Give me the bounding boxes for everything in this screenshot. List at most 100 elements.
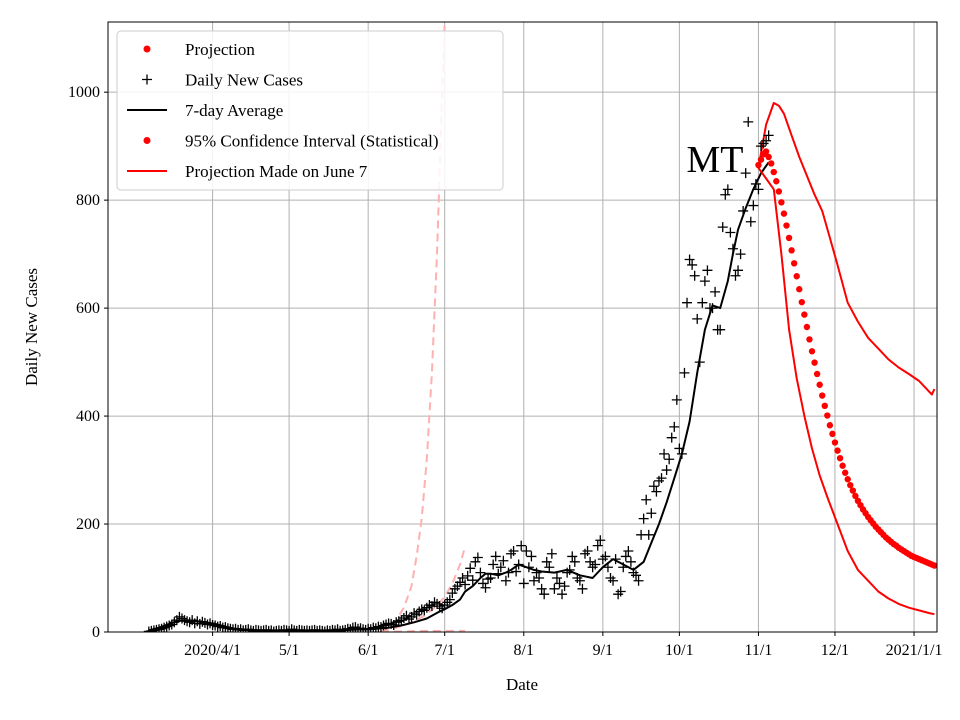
data-point <box>424 600 435 611</box>
legend-marker-plus <box>142 74 152 85</box>
data-point <box>156 623 167 632</box>
data-point <box>393 616 404 627</box>
data-point <box>692 313 703 324</box>
projection-point <box>834 447 841 454</box>
data-point <box>546 548 557 559</box>
data-point <box>608 575 619 586</box>
data-point <box>717 222 728 233</box>
data-point <box>467 575 478 586</box>
data-point <box>661 465 672 476</box>
x-tick-label: 9/1 <box>593 642 613 659</box>
y-tick-label: 1000 <box>68 84 100 101</box>
data-point <box>182 616 193 627</box>
data-point <box>159 622 170 632</box>
data-point <box>169 617 180 628</box>
data-point <box>748 200 759 211</box>
data-point <box>184 617 195 628</box>
data-point <box>679 367 690 378</box>
data-point <box>585 556 596 567</box>
series-projection <box>755 148 937 569</box>
data-point <box>689 270 700 281</box>
projection-point <box>829 430 836 438</box>
axes-frame <box>107 21 938 633</box>
projection-point <box>852 492 859 500</box>
projection-point <box>813 370 821 378</box>
data-point <box>651 486 662 497</box>
projection-point <box>806 336 813 343</box>
data-point <box>539 589 550 600</box>
data-point <box>633 575 644 586</box>
data-point <box>567 551 578 562</box>
legend: Projection Daily New Cases 7-day Average 95… <box>116 30 504 191</box>
data-point <box>516 540 527 551</box>
data-point <box>197 616 208 627</box>
legend-marker-dot <box>143 45 151 53</box>
series-line <box>757 167 935 616</box>
data-point <box>623 546 634 557</box>
data-point <box>549 583 560 594</box>
data-point <box>432 598 443 609</box>
projection-point <box>844 476 851 483</box>
projection-point <box>773 178 780 185</box>
x-tick-label: 6/1 <box>358 642 378 659</box>
data-point <box>574 575 585 586</box>
data-point <box>733 265 744 276</box>
data-point <box>763 130 774 141</box>
legend-label: 7-day Average <box>185 101 283 120</box>
data-point <box>590 559 601 570</box>
y-tick-label: 800 <box>76 192 100 209</box>
data-point <box>455 577 466 588</box>
data-point <box>641 494 652 505</box>
data-point <box>738 205 749 216</box>
data-point <box>375 622 386 632</box>
legend-label: Projection Made on June 7 <box>185 162 368 181</box>
legend-item-projection: Projection <box>143 40 255 59</box>
data-point <box>414 606 425 617</box>
data-point <box>164 620 175 631</box>
data-point <box>702 265 713 276</box>
data-point <box>743 116 754 127</box>
projection-point <box>775 188 783 195</box>
data-point <box>631 570 642 581</box>
data-point <box>493 568 504 579</box>
data-point <box>462 570 473 581</box>
data-point <box>409 608 420 619</box>
data-point <box>434 601 445 612</box>
legend-item-avg: 7-day Average <box>127 101 283 120</box>
projection-point <box>931 562 937 569</box>
data-point <box>528 575 539 586</box>
data-point <box>648 481 659 492</box>
data-point <box>610 554 621 565</box>
data-point <box>483 574 494 585</box>
y-tick-label: 400 <box>76 408 100 425</box>
data-point <box>600 551 611 562</box>
data-point <box>508 546 519 557</box>
state-label: MT <box>687 139 744 181</box>
x-tick-label: 11/1 <box>745 642 773 659</box>
data-point <box>730 270 741 281</box>
axis-ticks: 2020/4/1 5/1 6/1 7/1 8/1 9/1 10/1 11/1 12/1 2021/… <box>68 84 942 659</box>
data-point <box>215 621 226 632</box>
data-point <box>429 597 440 608</box>
data-point <box>671 394 682 405</box>
data-point <box>544 562 555 573</box>
data-point <box>541 556 552 567</box>
y-axis-label: Daily New Cases <box>22 268 41 386</box>
data-point <box>365 624 376 632</box>
legend-item-daily: Daily New Cases <box>142 71 303 90</box>
data-point <box>618 562 629 573</box>
x-tick-label: 7/1 <box>434 642 454 659</box>
data-point <box>753 184 764 195</box>
projection-point <box>841 469 849 476</box>
data-point <box>396 615 407 626</box>
x-tick-label: 2020/4/1 <box>184 642 241 659</box>
projection-point <box>801 311 808 318</box>
projection-point <box>770 168 777 176</box>
data-point <box>687 259 698 270</box>
data-point <box>682 297 693 308</box>
data-point <box>720 189 731 200</box>
data-point <box>500 575 511 586</box>
data-point <box>174 611 185 622</box>
data-point <box>447 588 458 599</box>
data-point <box>740 168 751 179</box>
